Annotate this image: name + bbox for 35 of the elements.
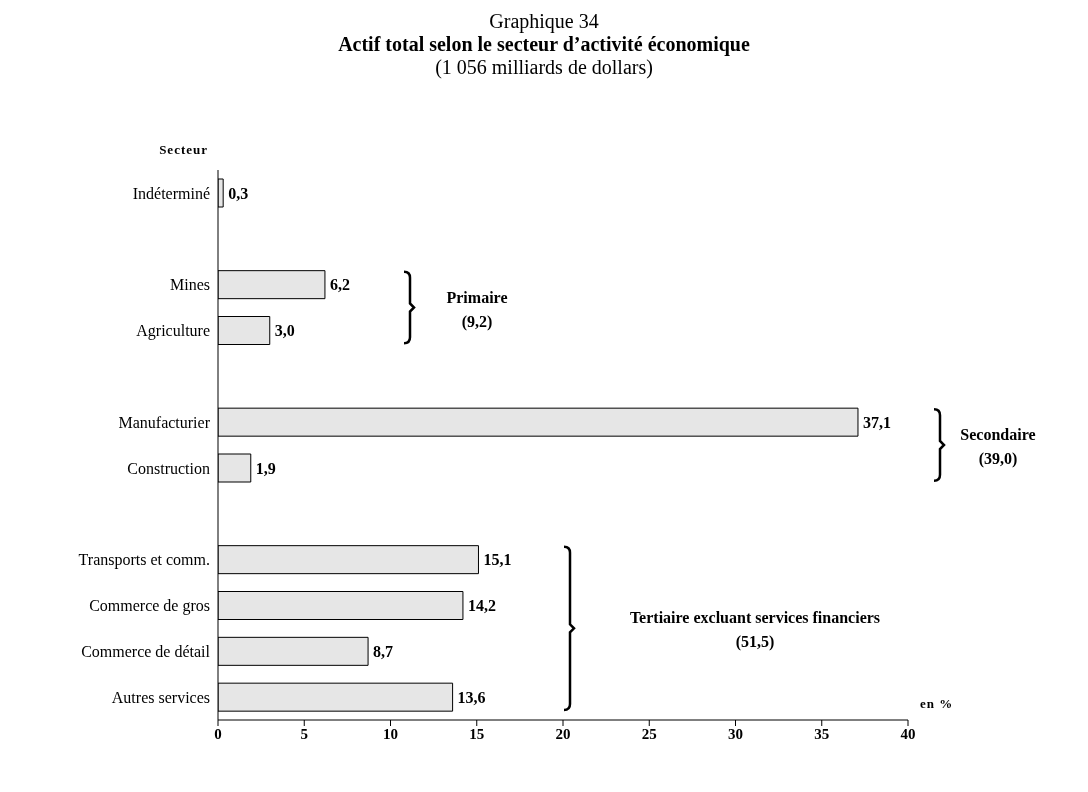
y-tick-label: Agriculture: [136, 322, 210, 341]
x-axis-title: en %: [920, 696, 954, 712]
x-tick-label: 35: [814, 725, 830, 742]
y-tick-label: Commerce de détail: [81, 642, 211, 660]
y-tick-label: Mines: [170, 276, 210, 294]
x-tick-label: 30: [728, 725, 743, 742]
data-label: 8,7: [373, 643, 394, 661]
data-label: 13,6: [457, 688, 486, 706]
x-tick-label: 15: [469, 725, 485, 742]
chart-subtitle: Actif total selon le secteur d’activité économique: [337, 33, 751, 56]
x-tick-label: 40: [900, 725, 916, 742]
text: (1 056 milliards de dollars): [434, 56, 654, 79]
data-label: 15,1: [483, 551, 512, 569]
x-tick-label: 20: [555, 725, 571, 742]
x-tick-label: 5: [300, 725, 308, 742]
data-label: 0,3: [228, 184, 249, 202]
y-tick-label: Construction: [127, 459, 210, 477]
x-tick-label: 10: [383, 725, 398, 742]
data-label: 37,1: [862, 413, 891, 431]
annotation: Tertiaire excluant services financiers (51,5): [628, 608, 882, 653]
text: Secondaire (39,0): [960, 426, 1036, 467]
data-label: 6,2: [329, 276, 350, 294]
x-tick-label: 0: [214, 725, 222, 742]
y-tick-label: Manufacturier: [118, 413, 211, 431]
y-tick-label: Autres services: [111, 688, 210, 706]
y-tick-label: Indéterminé: [132, 184, 210, 202]
data-label: 3,0: [274, 322, 295, 340]
chart-title: Graphique 34: [488, 10, 600, 33]
data-label: 14,2: [467, 597, 496, 615]
x-tick-label: 25: [641, 725, 657, 742]
y-tick-label: Transports et comm.: [78, 551, 210, 570]
annotation: Primaire (9,2): [446, 288, 508, 330]
data-label: 1,9: [255, 459, 276, 477]
y-axis-title: Secteur: [158, 142, 208, 158]
y-tick-label: Commerce de gros: [89, 597, 210, 616]
